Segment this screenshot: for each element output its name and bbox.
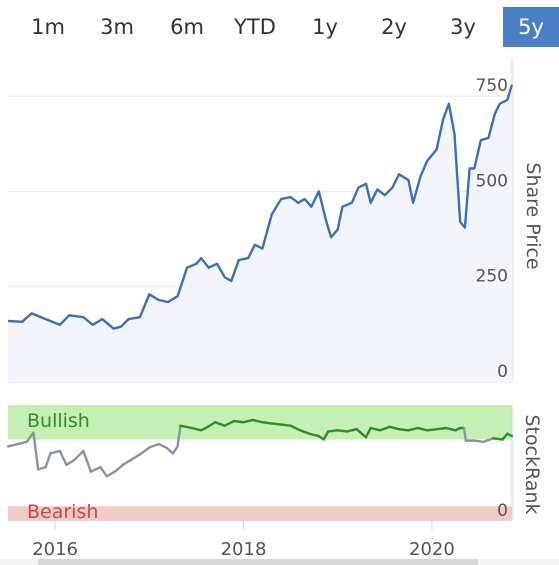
stockrank-line-segment [49,449,62,455]
price-y-tick-label: 250 [476,267,508,287]
stockrank-panel: Bullish Bearish 0 StockRank [6,405,543,523]
price-series-line [7,84,514,330]
range-selector: 1m 3m 6m YTD 1y 2y 3y 5y [0,0,559,52]
stockrank-line-segment [289,424,302,432]
stockrank-line-segment [58,449,68,466]
stockrank-line-segment [36,465,47,471]
stockrank-line-segment [327,429,339,433]
stockrank-line-segment [270,422,283,426]
stockrank-line-segment [214,421,226,427]
stockrank-line-segment [308,432,321,438]
stockrank-line-segment [89,465,102,473]
price-y-tick-label: 750 [476,76,508,96]
stockrank-line-segment [242,418,255,424]
stockrank-y-axis-label: StockRank [521,414,543,514]
bullish-band-label: Bullish [27,410,90,432]
stockrank-line-segment [44,452,52,469]
stockrank-line-segment [32,431,40,471]
price-panel: 0 250 500 750 Share Price [7,58,544,383]
stockrank-line-segment [501,432,509,441]
stockrank-line-segment [65,459,76,466]
stockrank-line-segment [251,418,264,424]
range-2y-button[interactable]: 2y [381,15,407,39]
stockrank-line-segment [369,426,382,432]
range-6m-button[interactable]: 6m [170,15,204,39]
stockrank-line-segment [204,421,217,430]
stockrank-line-segment [190,426,203,432]
stockrank-line-segment [148,442,160,449]
stockrank-line-segment [138,446,151,456]
stockrank-line-segment [232,419,245,424]
price-y-axis-label: Share Price [522,162,544,269]
stockrank-line-segment [506,432,514,438]
x-axis: 2016 2018 2020 [8,520,512,560]
stockrank-line-segment [298,429,311,435]
stockrank-line-segment [345,427,358,433]
stockrank-line-segment [6,440,29,448]
stockrank-line-segment [473,439,485,443]
stockrank-line-segment [105,469,118,478]
range-3y-button[interactable]: 3y [450,15,476,39]
navigator-scrollbar-thumb[interactable] [38,559,478,565]
stockrank-line-segment [121,459,132,466]
stockrank-line-segment [72,449,85,462]
range-1y-button[interactable]: 1y [312,15,338,39]
stockrank-y-tick-label: 0 [497,501,508,521]
stockrank-line-segment [25,431,35,443]
stockrank-line-segment [165,446,175,455]
stockrank-line-segment [378,425,391,432]
stockrank-line-segment [407,426,419,432]
stockrank-line-segment [171,445,179,455]
stockrank-line-segment [82,449,93,473]
stockrank-line-segment [129,453,142,462]
price-y-tick-label: 0 [497,362,508,382]
stockrank-line-segment [99,465,109,478]
stockrank-line-segment [435,426,448,431]
price-area-fill [8,84,512,382]
stockrank-line-segment [261,421,273,425]
stockrank-series-line [6,405,514,520]
range-1m-button[interactable]: 1m [31,15,65,39]
price-y-tick-labels: 0 250 500 750 [476,76,508,382]
price-y-tick-label: 500 [476,171,508,191]
x-tick-label: 2018 [221,539,267,560]
stockrank-line-segment [388,425,401,431]
stockrank-y-tick-labels: 0 [497,501,508,521]
range-ytd-button[interactable]: YTD [234,15,276,39]
stockrank-line-segment [115,463,125,472]
range-3m-button[interactable]: 3m [100,15,134,39]
bearish-band-label: Bearish [27,501,98,523]
x-tick-label: 2016 [32,539,78,560]
stockrank-line-segment [157,442,168,449]
range-5y-button[interactable]: 5y [503,7,559,47]
stockrank-line-segment [322,430,330,441]
stockrank-line-segment [223,419,236,427]
stockrank-line-segment [491,437,504,441]
stockrank-line-segment [397,427,410,432]
stockrank-line-segment [176,424,182,448]
stockrank-line-segment [426,427,438,432]
stockrank-line-segment [355,427,368,439]
stockrank-line-segment [462,426,468,442]
stockrank-line-segment [336,429,349,433]
stockrank-line-segment [416,426,429,432]
stockrank-line-segment [179,424,193,430]
x-tick-label: 2020 [409,539,455,560]
bearish-band [8,506,512,520]
stockrank-line-segment [364,426,372,439]
stockrank-line-segment [482,437,495,443]
stockrank-line-segment [279,423,292,427]
